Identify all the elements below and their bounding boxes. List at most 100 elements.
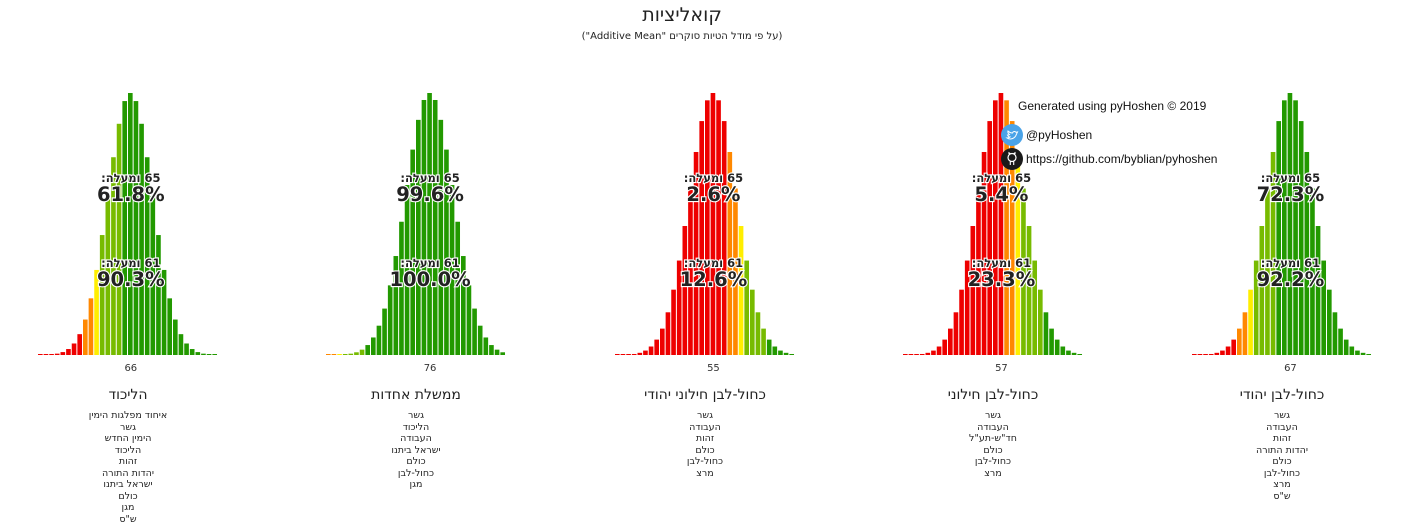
histogram-bar (201, 353, 206, 355)
github-octocat-icon[interactable] (1001, 148, 1023, 170)
p65-value: 2.6% (686, 183, 740, 206)
chart-title: קואליציות (642, 4, 722, 26)
p61-value: 100.0% (389, 268, 470, 291)
x-tick-label: 57 (995, 363, 1008, 374)
p61-value: 23.3% (968, 268, 1036, 291)
histogram-bar (1310, 188, 1315, 355)
histogram-bar (981, 151, 987, 355)
histogram-bar (1287, 93, 1293, 355)
p65-value: 72.3% (1257, 183, 1325, 206)
x-tick-label: 67 (1284, 363, 1297, 374)
histogram-bar (1009, 121, 1015, 355)
histogram-bar (948, 328, 953, 355)
histogram-bar (637, 352, 643, 355)
histogram-bar (461, 256, 466, 355)
party-item: כולם (983, 444, 1003, 456)
histogram-bar (1192, 354, 1197, 355)
histogram-bar (393, 256, 399, 355)
histogram-bar (128, 93, 133, 355)
coalition-panel-5: 67 65 ומעלה: 72.3% 61 ומעלה: 92.2% כחול-לבן … (1167, 60, 1397, 530)
github-url[interactable]: https://github.com/byblian/pyhoshen (1026, 152, 1218, 166)
histogram-bar (77, 334, 83, 355)
histogram-bar (615, 354, 620, 355)
party-item: כחול-לבן (397, 467, 435, 479)
p61-label: 61 ומעלה: (972, 256, 1031, 270)
histogram-bar (500, 352, 506, 355)
histogram-bar (699, 121, 705, 355)
party-item: העבודה (400, 433, 432, 444)
coalition-panel-2: 76 65 ומעלה: 99.6% 61 ומעלה: 100.0% ממשלת אח… (301, 60, 531, 530)
party-item: יהדות התורה (1256, 444, 1308, 456)
party-item: הליכוד (114, 444, 142, 456)
histogram-bar (620, 354, 626, 355)
p65-label: 65 ומעלה: (400, 171, 459, 185)
histogram-bar (331, 354, 337, 355)
histogram-bar (1248, 289, 1253, 355)
histogram-bar (908, 354, 914, 355)
party-item: מרצ (696, 467, 714, 479)
party-item: זהות (118, 456, 138, 467)
histogram-bar (1197, 354, 1203, 355)
histogram-bar (778, 350, 783, 355)
party-item: העבודה (689, 421, 721, 433)
party-item: חד"ש-תע"ל (969, 433, 1017, 444)
histogram-bar (942, 339, 948, 355)
histogram-bar (189, 349, 195, 355)
histogram-bar (184, 343, 189, 355)
twitter-bird-icon[interactable] (1001, 124, 1023, 146)
coalition-panel-3: 55 65 ומעלה: 2.6% 61 ומעלה: 12.6% כחול-לבן ח… (590, 60, 820, 530)
histogram-bar (1242, 312, 1248, 355)
party-item: הליכוד (402, 421, 430, 433)
histogram-bar (365, 345, 371, 355)
histogram-bar (1315, 226, 1321, 355)
coalition-name: כחול-לבן חילוני יהודי (644, 387, 766, 403)
coalition-name: כחול-לבן יהודי (1239, 387, 1325, 403)
histogram-bar (733, 188, 738, 355)
histogram-bar (1366, 353, 1372, 355)
histogram-bar (376, 325, 382, 355)
party-item: מגן (409, 479, 423, 490)
histogram-bar (66, 349, 71, 355)
histogram-bar (133, 101, 139, 355)
histogram-bar (1270, 151, 1276, 355)
histogram-bar (671, 289, 676, 355)
histogram-bar (1349, 346, 1355, 355)
histogram-bar (964, 260, 970, 355)
histogram-bar (931, 350, 936, 355)
histogram-bar (1304, 151, 1310, 355)
histogram-bar (88, 298, 94, 355)
party-item: העבודה (1266, 421, 1298, 433)
party-list: גשר העבודה זהות כולם כחול-לבן מרצ (590, 410, 820, 479)
twitter-handle[interactable]: @pyHoshen (1026, 128, 1093, 142)
party-item: איחוד מפלגות הימין (88, 410, 168, 421)
histogram-bar (139, 123, 144, 355)
histogram-bar (705, 100, 710, 355)
p61-label: 61 ומעלה: (101, 256, 160, 270)
histogram-bar (1327, 289, 1332, 355)
histogram-bar (1338, 328, 1343, 355)
histogram-bar (936, 346, 942, 355)
histogram-bar (1265, 188, 1270, 355)
histogram-bar (71, 343, 77, 355)
x-tick-label: 76 (424, 363, 437, 374)
histogram-5: 67 65 ומעלה:72.3% 61 ומעלה:92.2% (1192, 93, 1372, 374)
p61-label: 61 ומעלה: (684, 256, 743, 270)
histogram-bar (326, 354, 331, 355)
histogram-bar (1071, 352, 1077, 355)
histogram-bar (348, 353, 354, 355)
histogram-bar (477, 325, 483, 355)
histogram-bar (161, 269, 167, 355)
histogram-bar (1231, 339, 1237, 355)
histogram-bar (970, 226, 976, 355)
histogram-bar (99, 235, 105, 355)
histogram-bar (1015, 151, 1021, 355)
histogram-bar (660, 328, 665, 355)
party-item: יהדות התורה (102, 467, 154, 479)
histogram-bar (354, 352, 359, 355)
histogram-bar (1237, 328, 1242, 355)
histogram-bar (1049, 328, 1054, 355)
histogram-bar (1060, 346, 1066, 355)
histogram-bar (750, 289, 755, 355)
party-item: זהות (1272, 433, 1292, 444)
p65-value: 61.8% (97, 183, 165, 206)
